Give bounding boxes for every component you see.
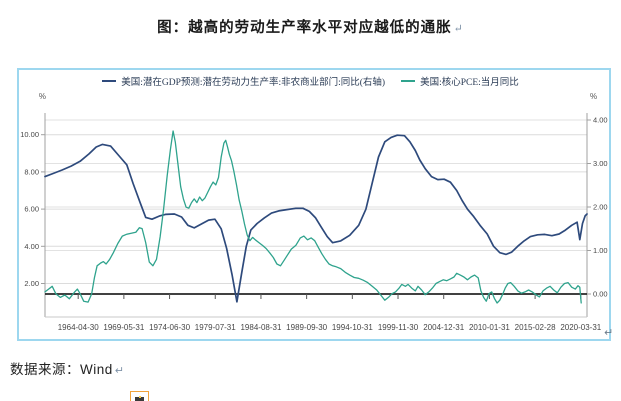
figure-title-text: 图：越高的劳动生产率水平对应越低的通胀	[157, 20, 452, 36]
legend-line-marker-teal-icon	[401, 79, 416, 83]
chart-legend: 美国:潜在GDP预测:潜在劳动力生产率:非农商业部门:同比(右轴) 美国:核心P…	[0, 74, 621, 88]
clipped-image-content	[135, 397, 144, 401]
figure-title: 图：越高的劳动生产率水平对应越低的通胀 ↵	[0, 16, 621, 37]
clipped-image-placeholder-icon	[130, 391, 149, 401]
data-source: 数据来源：Wind ↵	[10, 358, 124, 378]
legend-label-core-pce: 美国:核心PCE:当月同比	[420, 78, 519, 88]
chart-container	[17, 68, 611, 341]
right-axis-unit: %	[590, 92, 598, 101]
legend-line-marker-blue-icon	[102, 79, 117, 83]
legend-label-productivity: 美国:潜在GDP预测:潜在劳动力生产率:非农商业部门:同比(右轴)	[121, 78, 386, 88]
data-source-text: 数据来源：Wind	[10, 362, 113, 377]
paragraph-mark-icon: ↵	[114, 365, 125, 377]
left-axis-unit: %	[38, 92, 46, 101]
paragraph-mark-icon: ↵	[453, 23, 464, 35]
legend-item-productivity: 美国:潜在GDP预测:潜在劳动力生产率:非农商业部门:同比(右轴)	[102, 74, 385, 88]
chart-return-mark-icon: ↵	[604, 327, 614, 339]
clipped-image-dot	[139, 396, 141, 398]
legend-item-core-pce: 美国:核心PCE:当月同比	[401, 74, 519, 88]
